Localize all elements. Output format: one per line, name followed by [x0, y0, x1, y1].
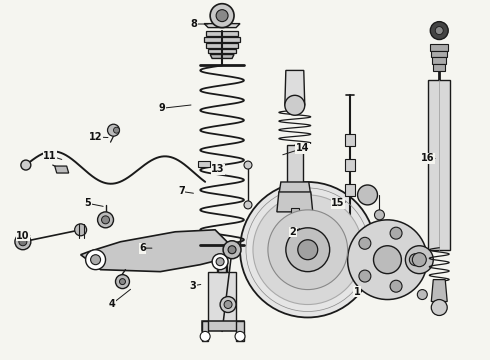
Circle shape	[417, 289, 427, 300]
Circle shape	[19, 238, 27, 246]
Text: 13: 13	[211, 164, 225, 174]
Polygon shape	[208, 272, 236, 324]
Polygon shape	[285, 71, 305, 105]
Polygon shape	[204, 24, 240, 28]
Polygon shape	[428, 80, 450, 250]
Text: 12: 12	[89, 132, 103, 142]
Circle shape	[285, 95, 305, 115]
Circle shape	[74, 224, 87, 236]
Polygon shape	[287, 145, 303, 185]
Circle shape	[212, 254, 228, 270]
Circle shape	[359, 270, 371, 282]
Circle shape	[431, 300, 447, 315]
Circle shape	[107, 124, 120, 136]
Circle shape	[359, 237, 371, 249]
Polygon shape	[236, 321, 244, 341]
Circle shape	[228, 246, 236, 254]
Polygon shape	[198, 161, 210, 167]
Circle shape	[435, 27, 443, 35]
Circle shape	[268, 210, 347, 289]
Polygon shape	[206, 31, 238, 36]
Circle shape	[409, 254, 421, 266]
Text: 5: 5	[84, 198, 91, 208]
Polygon shape	[344, 159, 355, 171]
Polygon shape	[55, 166, 69, 173]
Text: 1: 1	[354, 287, 361, 297]
Circle shape	[430, 22, 448, 40]
Polygon shape	[202, 321, 244, 332]
Text: 4: 4	[109, 299, 116, 309]
Circle shape	[253, 195, 363, 305]
Circle shape	[15, 234, 31, 250]
Text: 8: 8	[190, 19, 197, 29]
Circle shape	[220, 297, 236, 312]
Text: 14: 14	[296, 143, 309, 153]
Text: 16: 16	[421, 153, 435, 163]
Circle shape	[101, 216, 110, 224]
Text: 10: 10	[16, 231, 30, 240]
Circle shape	[244, 201, 252, 209]
Circle shape	[120, 279, 125, 285]
Polygon shape	[208, 49, 236, 54]
Circle shape	[373, 246, 401, 274]
Polygon shape	[202, 321, 208, 341]
Circle shape	[21, 160, 31, 170]
Circle shape	[200, 332, 210, 341]
Polygon shape	[433, 64, 445, 71]
Polygon shape	[432, 58, 446, 64]
Polygon shape	[206, 42, 238, 48]
Text: 15: 15	[331, 198, 344, 208]
Text: 7: 7	[178, 186, 185, 197]
Polygon shape	[81, 230, 235, 272]
Polygon shape	[431, 280, 447, 302]
Circle shape	[91, 255, 100, 265]
Circle shape	[114, 127, 120, 133]
Circle shape	[86, 250, 105, 270]
Circle shape	[374, 210, 385, 220]
Circle shape	[216, 10, 228, 22]
Circle shape	[240, 182, 375, 318]
Circle shape	[390, 280, 402, 292]
Polygon shape	[210, 54, 234, 58]
Circle shape	[98, 212, 114, 228]
Circle shape	[390, 227, 402, 239]
Circle shape	[298, 240, 318, 260]
Polygon shape	[279, 182, 311, 195]
Polygon shape	[218, 245, 226, 272]
Polygon shape	[204, 37, 240, 41]
Polygon shape	[430, 44, 448, 50]
Polygon shape	[344, 134, 355, 146]
Circle shape	[347, 220, 427, 300]
Circle shape	[210, 4, 234, 28]
Circle shape	[116, 275, 129, 289]
Polygon shape	[277, 192, 313, 212]
Circle shape	[223, 241, 241, 259]
Circle shape	[286, 228, 330, 272]
Polygon shape	[291, 208, 299, 220]
Circle shape	[224, 301, 232, 309]
Circle shape	[405, 246, 433, 274]
Polygon shape	[217, 245, 227, 275]
Text: 2: 2	[290, 227, 296, 237]
Text: 9: 9	[159, 103, 166, 113]
Text: 6: 6	[139, 243, 146, 253]
Text: 11: 11	[43, 150, 56, 161]
Polygon shape	[431, 50, 447, 58]
Circle shape	[358, 185, 377, 205]
Circle shape	[244, 161, 252, 169]
Circle shape	[235, 332, 245, 341]
Polygon shape	[344, 184, 355, 196]
Text: 3: 3	[190, 281, 196, 291]
Circle shape	[216, 258, 224, 266]
Circle shape	[413, 253, 426, 267]
